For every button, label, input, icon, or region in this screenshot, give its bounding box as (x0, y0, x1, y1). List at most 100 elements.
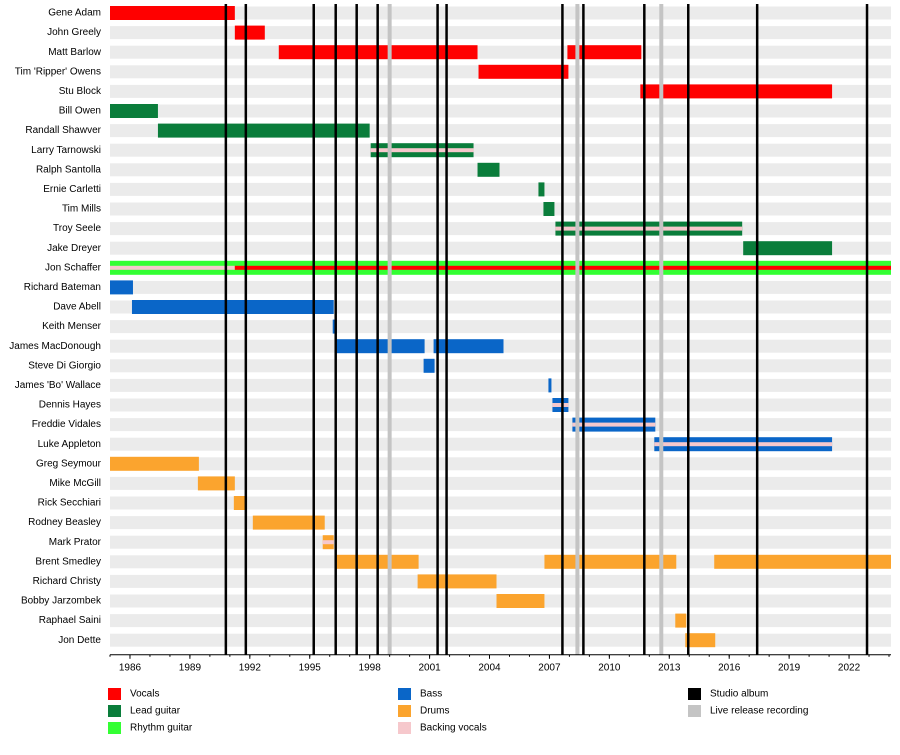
x-tick-label: 2007 (538, 662, 561, 673)
member-name: Raphael Saini (39, 615, 101, 626)
legend-label: Live release recording (710, 706, 808, 717)
x-tick-label: 1989 (179, 662, 202, 673)
stint-bar (233, 496, 247, 510)
stint-bar (110, 6, 235, 20)
member-name: James MacDonough (9, 341, 101, 352)
stint-bar (252, 515, 325, 530)
stint-bar (423, 358, 435, 373)
member-name: Richard Christy (33, 576, 101, 587)
member-name: Tim Mills (62, 204, 101, 215)
stint-bar (417, 574, 497, 589)
role-stripe (572, 422, 656, 427)
x-tick-label: 2016 (718, 662, 741, 673)
row-band (110, 241, 891, 255)
member-name: Rodney Beasley (28, 517, 101, 528)
member-name: Keith Menser (42, 321, 102, 332)
member-name: Matt Barlow (48, 47, 102, 58)
row-band (110, 457, 891, 471)
row-band (110, 163, 891, 177)
member-name: John Greely (47, 27, 101, 38)
stint-bar (685, 633, 716, 648)
stint-bar (544, 554, 677, 569)
stint-bar (743, 241, 833, 256)
row-band (110, 222, 891, 236)
stint-bar (543, 202, 555, 216)
row-band (110, 535, 891, 549)
x-tick-label: 2022 (838, 662, 861, 673)
legend-label: Vocals (130, 689, 159, 700)
member-name: Jake Dreyer (47, 243, 102, 254)
member-name: Bobby Jarzombek (21, 596, 102, 607)
legend-label: Bass (420, 689, 442, 700)
stint-bar (714, 554, 891, 569)
row-band (110, 418, 891, 432)
row-band (110, 496, 891, 510)
x-tick-label: 2004 (478, 662, 501, 673)
member-name: Greg Seymour (36, 458, 102, 469)
member-name: Steve Di Giorgio (28, 360, 101, 371)
stint-bar (675, 613, 687, 628)
member-name: Rick Secchiari (38, 498, 101, 509)
row-band (110, 516, 891, 530)
row-band (110, 6, 891, 20)
member-name: Ralph Santolla (36, 164, 101, 175)
stint-bar (640, 84, 833, 99)
role-stripe (552, 403, 569, 407)
stint-bar (157, 123, 370, 138)
stint-bar (477, 162, 500, 177)
legend-label: Lead guitar (130, 706, 181, 717)
member-name: Luke Appleton (38, 439, 101, 450)
stint-bar (234, 25, 265, 40)
stint-bar (335, 339, 425, 354)
row-band (110, 574, 891, 588)
member-name: Jon Dette (58, 635, 101, 646)
member-name: Tim 'Ripper' Owens (15, 66, 101, 77)
x-tick-label: 1998 (359, 662, 382, 673)
row-band (110, 476, 891, 490)
member-name: Larry Tarnowski (31, 145, 101, 156)
row-band (110, 143, 891, 157)
member-name: James 'Bo' Wallace (15, 380, 102, 391)
x-tick-label: 2019 (778, 662, 801, 673)
member-name: Mike McGill (49, 478, 101, 489)
stint-bar (478, 64, 569, 79)
legend-swatch (108, 688, 121, 700)
member-name: Freddie Vidales (32, 419, 101, 430)
member-name: Mark Prator (49, 537, 102, 548)
row-band (110, 555, 891, 569)
legend-swatch (398, 722, 411, 734)
legend-swatch (108, 722, 121, 734)
legend-swatch (688, 688, 701, 700)
member-name: Bill Owen (59, 106, 101, 117)
member-name: Randall Shawver (25, 125, 101, 136)
role-stripe (370, 148, 474, 153)
stint-bar (110, 456, 199, 471)
stint-bar (131, 300, 334, 314)
role-stripe (555, 226, 743, 231)
row-band (110, 614, 891, 628)
member-name: Stu Block (59, 86, 102, 97)
legend-swatch (398, 688, 411, 700)
row-band (110, 320, 891, 334)
member-name: Richard Bateman (24, 282, 101, 293)
stint-bar (110, 280, 133, 295)
legend-swatch (108, 705, 121, 717)
legend-label: Rhythm guitar (130, 723, 193, 734)
role-stripe (654, 442, 833, 447)
role-stripe (322, 540, 334, 545)
legend-label: Drums (420, 706, 449, 717)
legend-label: Studio album (710, 689, 768, 700)
stint-bar (548, 378, 552, 393)
row-band (110, 182, 891, 196)
role-stripe (110, 265, 235, 270)
stint-bar (567, 45, 642, 60)
member-name: Ernie Carletti (43, 184, 101, 195)
row-band (110, 202, 891, 216)
member-name: Dennis Hayes (39, 400, 101, 411)
x-tick-label: 2013 (658, 662, 681, 673)
row-band (110, 26, 891, 40)
x-tick-label: 1986 (119, 662, 142, 673)
row-band (110, 104, 891, 118)
row-band (110, 280, 891, 294)
